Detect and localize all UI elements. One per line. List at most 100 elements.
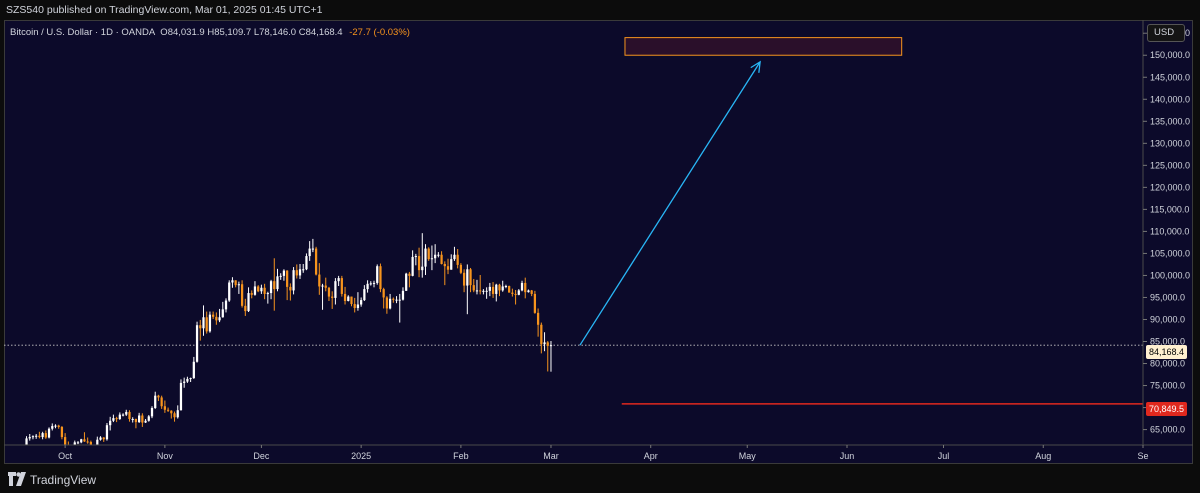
candle-body <box>331 296 334 298</box>
x-tick-label: May <box>739 451 757 461</box>
currency-button[interactable]: USD <box>1147 24 1185 42</box>
candle <box>530 289 533 297</box>
candle <box>462 269 466 293</box>
candle <box>511 288 514 297</box>
candle-body <box>189 378 192 380</box>
candle-body <box>327 287 331 297</box>
footer: TradingView <box>0 464 1200 493</box>
candle <box>179 379 183 411</box>
candle-body <box>86 441 89 443</box>
candle <box>128 410 131 422</box>
candle <box>131 417 134 423</box>
last-price-tag: 84,168.4 <box>1146 345 1188 359</box>
axes: 65,000.070,000.075,000.080,000.085,000.0… <box>4 20 1193 461</box>
candle <box>276 268 279 292</box>
candle <box>363 285 366 301</box>
candle-body <box>540 324 543 345</box>
candle-body <box>273 281 276 290</box>
y-tick-label: 115,000.0 <box>1150 204 1189 214</box>
candle-body <box>395 299 398 301</box>
candle <box>273 258 276 311</box>
candle-body <box>462 272 466 286</box>
candle <box>327 286 331 301</box>
candle <box>302 263 305 273</box>
candle-body <box>350 296 353 305</box>
candle-body <box>170 410 173 414</box>
close-label: C <box>298 27 306 38</box>
candle-body <box>93 449 95 450</box>
candle-body <box>549 345 553 347</box>
candle <box>102 437 105 442</box>
y-tick-label: 125,000.0 <box>1150 160 1190 170</box>
drawings[interactable] <box>579 37 1193 405</box>
chart-pane[interactable] <box>4 20 1193 464</box>
candle-body <box>231 280 234 283</box>
y-tick-label: 85,000.0 <box>1150 337 1185 347</box>
candle <box>517 289 520 296</box>
candle-body <box>411 256 414 276</box>
candle-body <box>401 290 405 300</box>
candle <box>35 433 38 439</box>
candle-body <box>221 309 224 318</box>
y-tick-label: 120,000.0 <box>1150 182 1190 192</box>
candle <box>340 275 343 297</box>
candle-body <box>118 414 121 420</box>
candle-body <box>427 248 430 260</box>
candle-body <box>173 413 176 418</box>
y-tick-label: 105,000.0 <box>1150 248 1190 258</box>
x-tick-label: Jun <box>840 451 855 461</box>
candle-body <box>237 284 241 286</box>
candle <box>215 312 218 325</box>
candle-body <box>57 425 60 427</box>
candle-body <box>83 439 86 442</box>
candle-body <box>60 426 64 438</box>
candle <box>472 278 475 293</box>
candle <box>141 413 144 427</box>
candle <box>93 446 95 457</box>
candle <box>118 412 121 420</box>
publish-bar: SZS540 published on TradingView.com, Mar… <box>0 0 1200 20</box>
y-tick-label: 80,000.0 <box>1150 359 1185 369</box>
candle <box>115 416 118 423</box>
candlestick-chart[interactable]: 65,000.070,000.075,000.080,000.085,000.0… <box>4 20 1193 464</box>
candle-body <box>134 419 138 423</box>
candle <box>495 283 498 302</box>
candle-body <box>475 290 479 292</box>
candle <box>440 251 443 265</box>
x-tick-label: Feb <box>453 451 469 461</box>
symbol-title: Bitcoin / U.S. Dollar · 1D · OANDA <box>10 27 155 38</box>
candle-body <box>25 438 28 445</box>
candle-body <box>408 273 411 276</box>
candle-body <box>314 248 318 275</box>
candle <box>479 275 482 295</box>
high-label: H <box>207 27 215 38</box>
candle-body <box>282 270 286 276</box>
candle <box>224 298 228 313</box>
candle <box>144 419 147 423</box>
candle-body <box>147 416 150 421</box>
candle-body <box>89 441 92 445</box>
candle-body <box>212 314 215 317</box>
change-value: -27.7 (-0.03%) <box>349 27 410 38</box>
candle-body <box>128 411 131 420</box>
candle-body <box>276 276 279 290</box>
tradingview-logo-icon <box>8 472 26 486</box>
candle <box>434 244 437 264</box>
candle <box>533 290 537 314</box>
candle <box>228 280 231 302</box>
candle-body <box>115 418 118 420</box>
candle <box>382 287 385 309</box>
candle-body <box>456 254 459 265</box>
candle <box>437 252 440 258</box>
candle <box>527 289 530 293</box>
candle-body <box>511 292 514 294</box>
candle-body <box>269 281 273 294</box>
candle <box>450 254 453 270</box>
candle <box>234 280 237 288</box>
candle <box>170 410 173 419</box>
candle-body <box>41 433 44 438</box>
candle-body <box>64 437 67 445</box>
candle-body <box>363 289 366 301</box>
candle-body <box>131 419 134 421</box>
x-tick-label: Nov <box>157 451 174 461</box>
